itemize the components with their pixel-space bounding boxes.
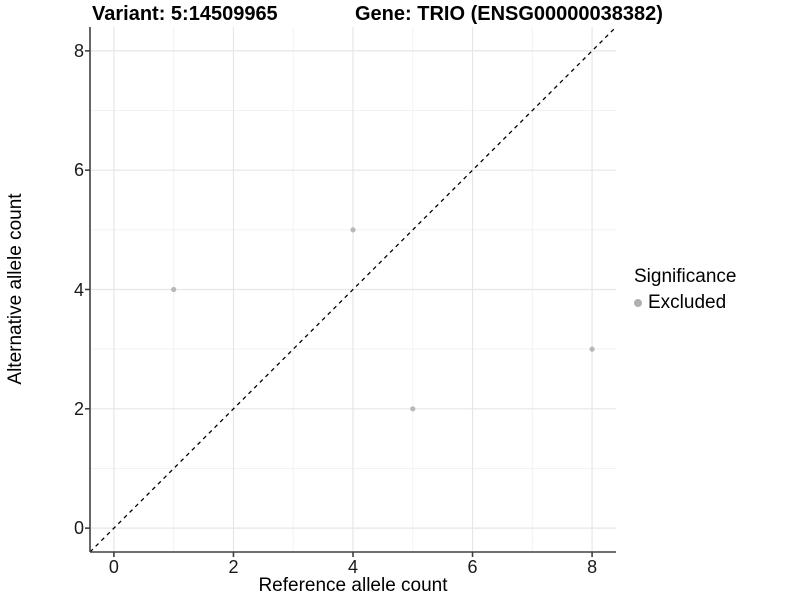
y-tick-label: 0	[73, 518, 84, 539]
data-point	[350, 227, 356, 233]
legend-item-label: Excluded	[648, 292, 727, 313]
x-tick-label: 0	[108, 557, 119, 577]
x-tick-label: 6	[467, 557, 478, 577]
data-point	[410, 406, 416, 412]
plot-title-variant: Variant: 5:14509965	[92, 3, 278, 25]
y-tick-label: 2	[73, 398, 84, 419]
data-point	[589, 346, 595, 352]
legend: Significance Excluded	[634, 265, 736, 314]
data-point	[171, 286, 177, 293]
x-tick-label: 8	[587, 557, 598, 577]
excluded-point-icon	[634, 298, 642, 307]
x-tick-label: 4	[347, 557, 358, 577]
y-axis-title: Alternative allele count	[5, 193, 26, 385]
plot-title-gene: Gene: TRIO (ENSG00000038382)	[355, 3, 663, 25]
y-tick-label: 8	[73, 40, 84, 61]
identity-line	[89, 26, 617, 553]
y-tick-label: 4	[73, 279, 84, 300]
x-axis-title: Reference allele count	[258, 575, 448, 596]
x-tick-label: 2	[228, 557, 239, 577]
y-tick-label: 6	[73, 160, 84, 181]
legend-title: Significance	[634, 266, 737, 287]
legend-item-excluded: Excluded	[634, 291, 736, 314]
